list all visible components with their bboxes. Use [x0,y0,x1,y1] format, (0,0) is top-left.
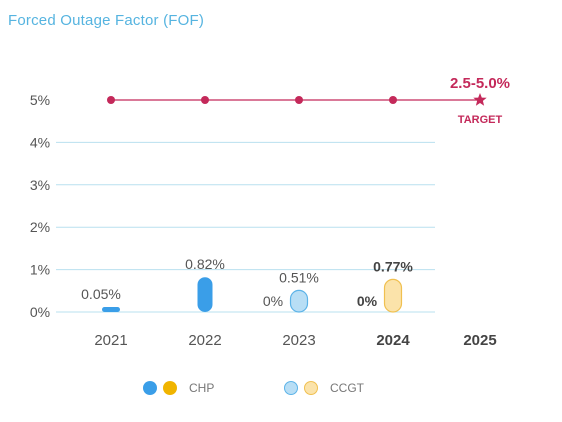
data-label: 0.77% [373,258,413,274]
legend-chp-yellow-swatch [163,381,177,395]
legend-chp: CHP [143,381,214,395]
y-tick-label: 1% [30,262,50,278]
target-point [389,96,397,104]
ccgt-bar-2024 [383,278,403,313]
target-star-icon [473,93,487,106]
legend-chp-blue-swatch [143,381,157,395]
legend-ccgt-yellow-swatch [304,381,318,395]
data-label: 0.51% [279,269,319,285]
legend-ccgt: CCGT [284,381,364,395]
y-tick-label: 2% [30,219,50,235]
x-tick-label: 2023 [282,332,315,349]
x-tick-label: 2021 [94,332,127,349]
chart-title: Forced Outage Factor (FOF) [8,12,205,29]
legend-chp-label: CHP [189,381,215,395]
target-range-label: 2.5-5.0% [450,75,510,92]
data-label: 0.82% [185,256,225,272]
target-point [107,96,115,104]
x-tick-label: 2024 [376,332,410,349]
chp-bar-2021 [102,307,120,312]
target-point [295,96,303,104]
x-tick-label: 2025 [463,332,496,349]
y-tick-label: 5% [30,92,50,108]
ccgt-bar-2023 [289,289,309,313]
data-label: 0.05% [81,286,121,302]
y-tick-label: 4% [30,134,50,150]
chp-bar-2022 [197,277,213,312]
x-tick-label: 2022 [188,332,221,349]
target-label: TARGET [458,114,503,126]
y-tick-label: 0% [30,304,50,320]
legend-ccgt-label: CCGT [330,381,364,395]
target-point [201,96,209,104]
data-label-zero: 0% [263,293,283,309]
legend-ccgt-blue-swatch [284,381,298,395]
data-label-zero: 0% [357,293,378,309]
y-tick-label: 3% [30,177,50,193]
